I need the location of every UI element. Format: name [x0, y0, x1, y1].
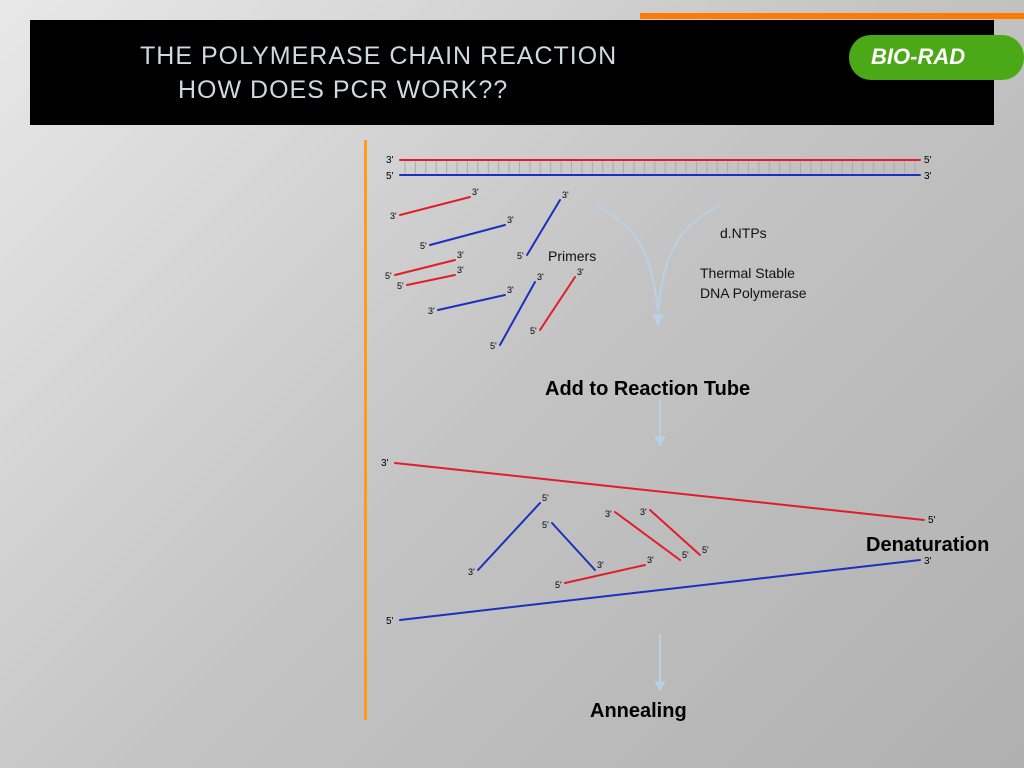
svg-text:5': 5' — [530, 326, 537, 336]
svg-text:5': 5' — [542, 520, 549, 530]
svg-text:5': 5' — [386, 616, 394, 627]
svg-text:5': 5' — [517, 251, 524, 261]
svg-text:3': 3' — [472, 187, 479, 197]
polymerase-label-l1: Thermal Stable — [700, 265, 795, 281]
svg-text:3': 3' — [562, 190, 569, 200]
svg-text:3': 3' — [390, 211, 397, 221]
step-denaturation: Denaturation — [866, 534, 989, 557]
svg-text:5': 5' — [555, 580, 562, 590]
step-add-to-tube: Add to Reaction Tube — [545, 378, 750, 401]
svg-text:5': 5' — [702, 545, 709, 555]
svg-text:3': 3' — [597, 560, 604, 570]
dntps-label: d.NTPs — [720, 225, 767, 241]
primers-label: Primers — [548, 248, 596, 264]
svg-text:3': 3' — [577, 267, 584, 277]
svg-text:5': 5' — [928, 515, 936, 526]
svg-text:3': 3' — [605, 509, 612, 519]
svg-text:3': 3' — [537, 272, 544, 282]
step-annealing: Annealing — [590, 700, 687, 723]
svg-text:3': 3' — [507, 285, 514, 295]
svg-text:5': 5' — [682, 550, 689, 560]
svg-text:5': 5' — [490, 341, 497, 351]
svg-text:3': 3' — [457, 265, 464, 275]
svg-text:3': 3' — [507, 215, 514, 225]
diagram-canvas: 3' 5' 5' 3' 3' 3' 5' 3' 5' 3' 5' 3' 3' 3' 5' 3' 5' 3' 5' 3'… — [0, 0, 1024, 768]
svg-text:5': 5' — [385, 271, 392, 281]
svg-text:3': 3' — [457, 250, 464, 260]
svg-text:5': 5' — [542, 493, 549, 503]
svg-text:3': 3' — [640, 507, 647, 517]
svg-text:3': 3' — [386, 155, 394, 166]
svg-text:3': 3' — [468, 567, 475, 577]
svg-text:3': 3' — [381, 458, 389, 469]
svg-text:5': 5' — [397, 281, 404, 291]
svg-text:5': 5' — [386, 171, 394, 182]
svg-text:3': 3' — [924, 556, 932, 567]
svg-text:5': 5' — [420, 241, 427, 251]
svg-text:3': 3' — [647, 555, 654, 565]
svg-text:3': 3' — [428, 306, 435, 316]
polymerase-label-l2: DNA Polymerase — [700, 285, 807, 301]
svg-text:5': 5' — [924, 155, 932, 166]
svg-text:3': 3' — [924, 171, 932, 182]
